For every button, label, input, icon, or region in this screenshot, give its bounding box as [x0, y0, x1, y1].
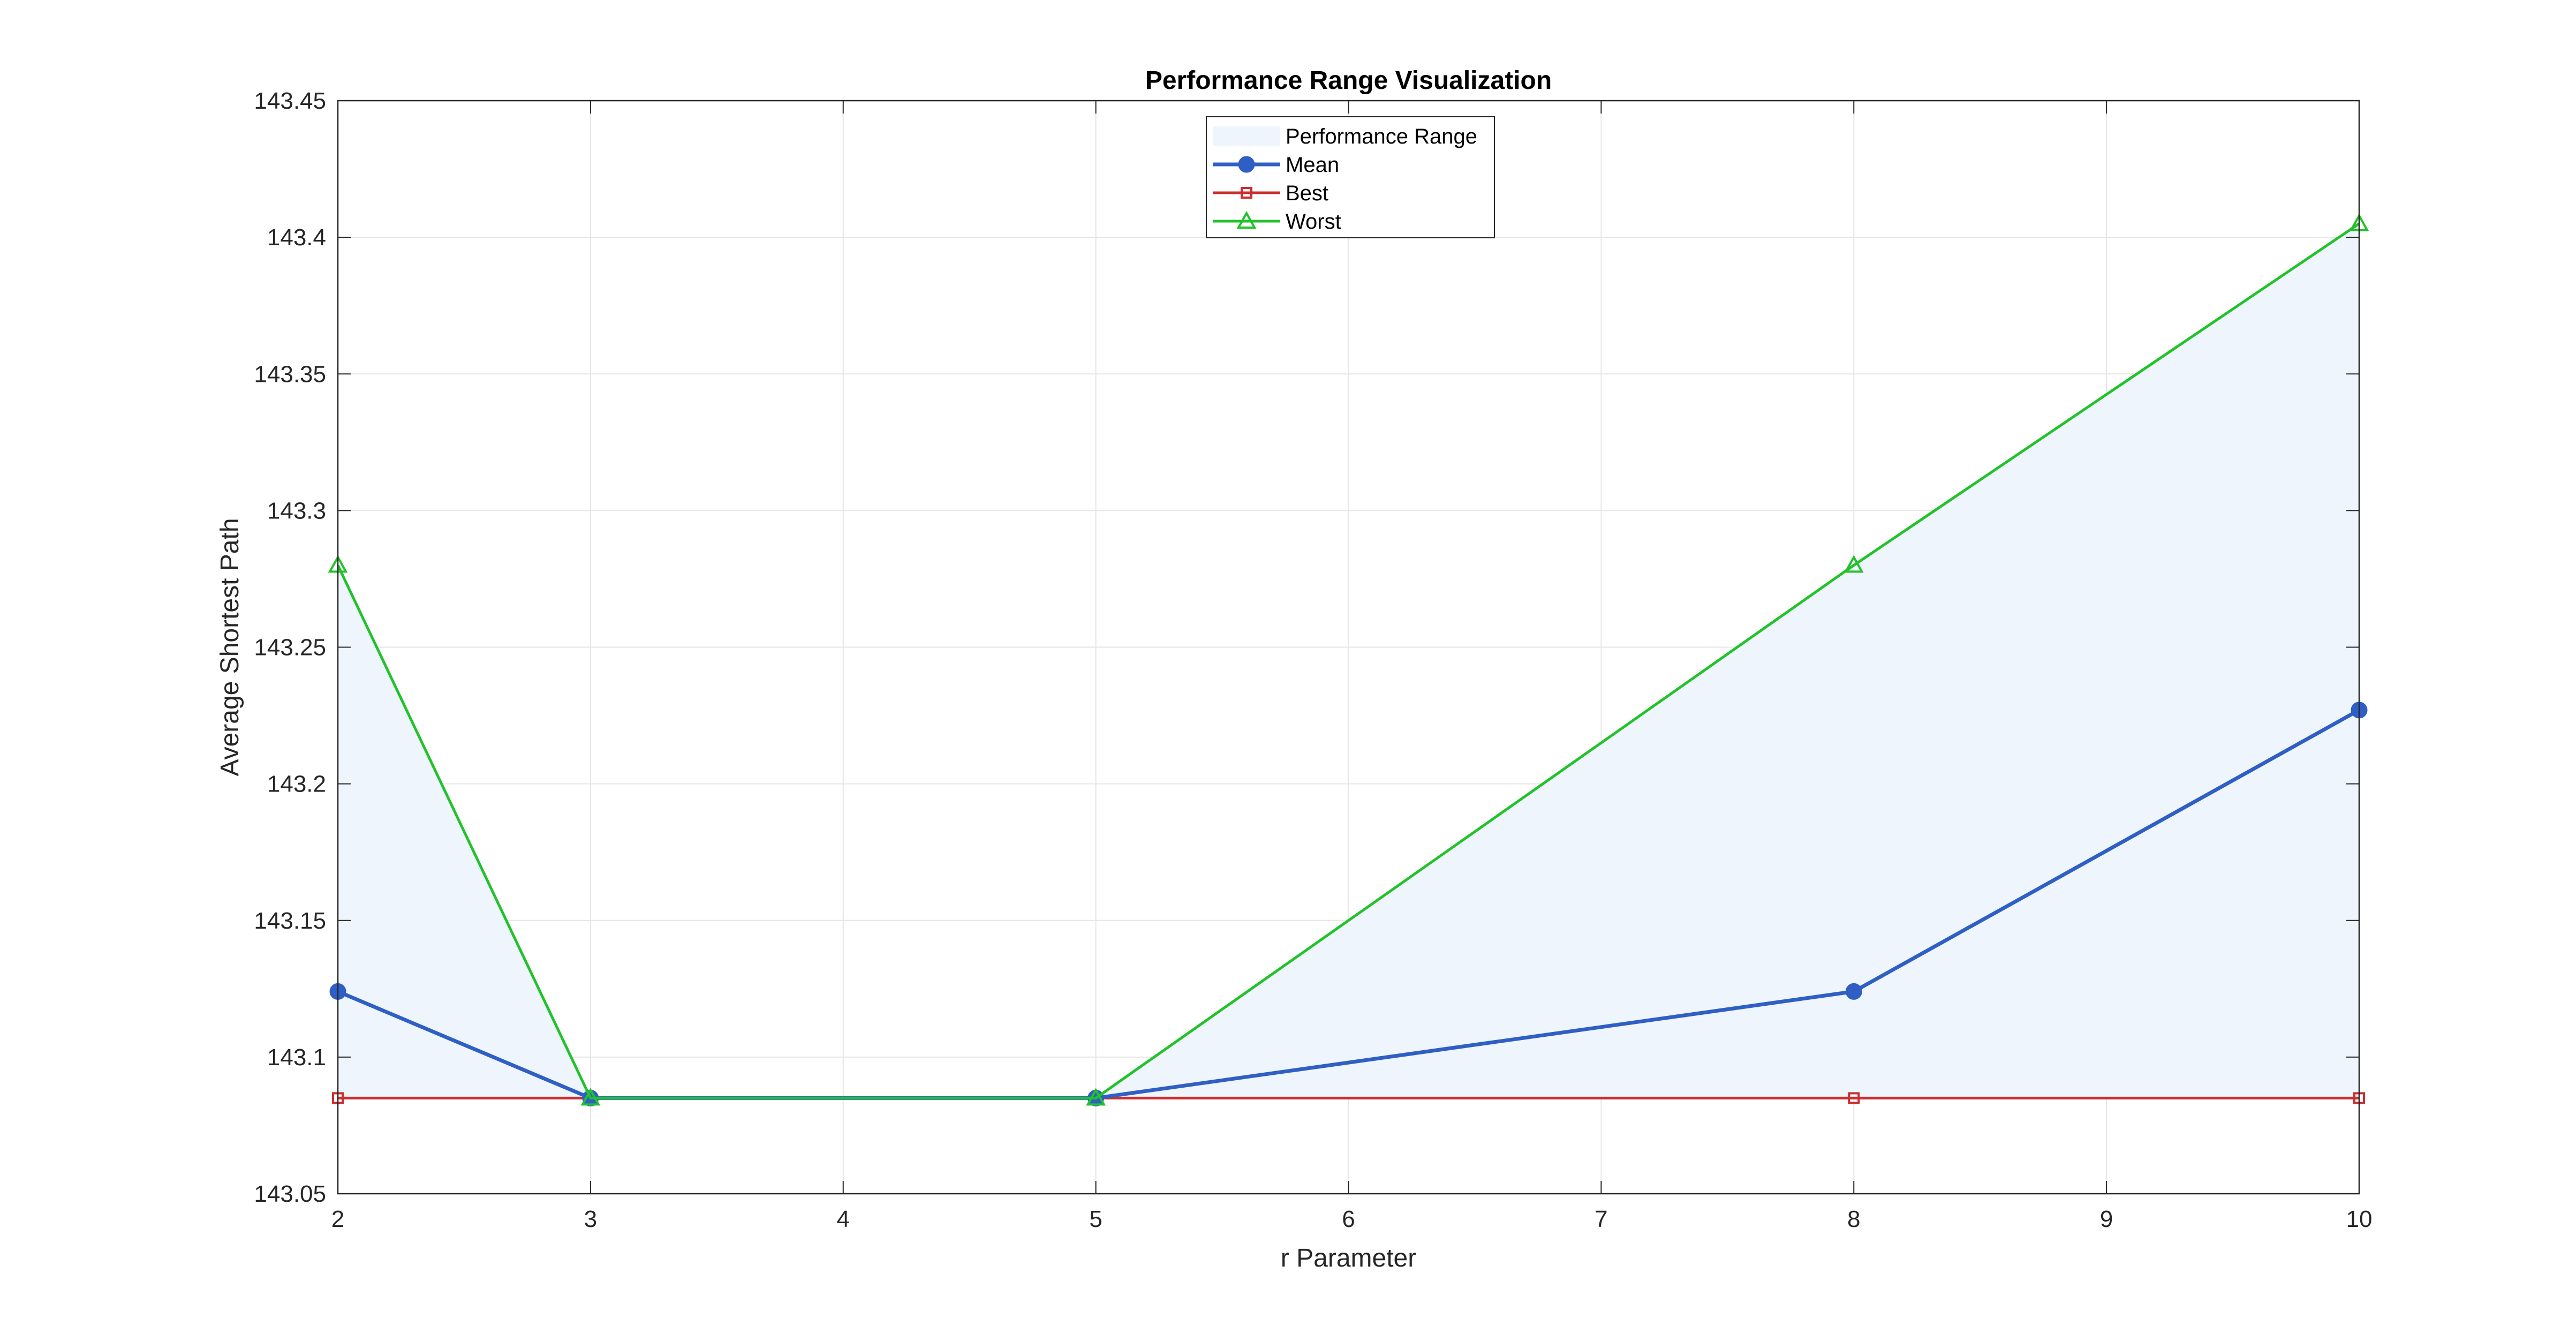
mean-point [1845, 983, 1862, 1000]
legend-swatch-marker [1236, 210, 1257, 229]
chart-title: Performance Range Visualization [1145, 66, 1552, 95]
x-tick-label: 7 [1595, 1206, 1607, 1232]
x-axis-label: r Parameter [1281, 1244, 1416, 1272]
worst-point [1086, 1088, 1106, 1106]
y-tick-label: 143.2 [267, 771, 326, 797]
x-tick-label: 5 [1089, 1206, 1102, 1232]
worst-point [1844, 555, 1864, 573]
y-tick-label: 143.1 [267, 1044, 326, 1071]
y-tick-label: 143.4 [267, 224, 326, 251]
legend-swatch [1213, 126, 1280, 146]
y-tick-label: 143.35 [254, 361, 326, 387]
legend-label: Worst [1286, 210, 1341, 233]
y-tick-label: 143.3 [267, 498, 326, 524]
legend-entry-best: Best [1213, 182, 1328, 205]
x-tick-label: 10 [2346, 1206, 2373, 1232]
legend-swatch-marker [1241, 187, 1252, 199]
x-tick-label: 9 [2100, 1206, 2113, 1232]
x-tick-label: 2 [331, 1206, 344, 1232]
tick-labels: 2 3 4 5 6 7 8 9 10 143.05 143.1 143.15 143.2 143.25 14… [254, 88, 2372, 1232]
legend: Performance Range Mean Best Worst [1206, 116, 1495, 238]
y-tick-label: 143.05 [254, 1181, 326, 1207]
axes-box [337, 100, 2360, 1195]
x-tick-label: 3 [584, 1206, 597, 1232]
worst-line [336, 222, 2360, 1099]
performance-range-area [338, 223, 2359, 1098]
y-tick-label: 143.15 [254, 908, 326, 934]
y-axis-label: Average Shortest Path [216, 518, 244, 776]
x-tick-label: 6 [1342, 1206, 1355, 1232]
y-tick-label: 143.25 [254, 635, 326, 661]
series-lines [328, 213, 2369, 1106]
legend-label: Mean [1286, 153, 1339, 177]
legend-entry-worst: Worst [1213, 210, 1341, 233]
legend-entry-mean: Mean [1213, 153, 1339, 177]
legend-swatch-marker [1238, 156, 1255, 173]
x-tick-label: 4 [837, 1206, 850, 1232]
x-tick-label: 8 [1847, 1206, 1860, 1232]
legend-label: Performance Range [1286, 125, 1477, 148]
best-point [1848, 1092, 1860, 1104]
legend-entry-performance-range: Performance Range [1213, 125, 1477, 148]
plot-frame [337, 100, 2360, 1195]
worst-point [580, 1088, 601, 1106]
y-tick-label: 143.45 [254, 88, 326, 114]
performance-range-fill [338, 223, 2359, 1098]
legend-label: Best [1286, 182, 1328, 205]
